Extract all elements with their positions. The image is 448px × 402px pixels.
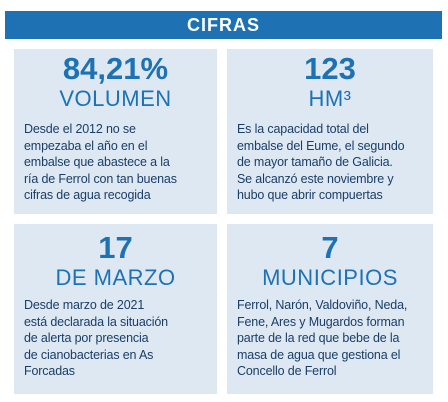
description-line: Es la capacidad total del bbox=[237, 122, 369, 136]
description-line: embalse del Eume, el segundo bbox=[237, 138, 405, 153]
description-line: empezaba el año en el bbox=[24, 138, 148, 153]
description-line: hubo que abrir compuertas bbox=[237, 188, 383, 202]
description-line: cifras de agua recogida bbox=[24, 188, 151, 202]
description-line: ría de Ferrol con tan buenas bbox=[24, 171, 177, 186]
stat-card-capacity: 123 HM³ Es la capacidad total del embals… bbox=[227, 49, 433, 214]
description-line: Desde el 2012 no se bbox=[24, 122, 136, 136]
stat-description: Es la capacidad total del embalse del Eu… bbox=[237, 121, 427, 204]
stat-card-municipalities: 7 MUNICIPIOS Ferrol, Narón, Valdoviño, N… bbox=[227, 224, 433, 394]
description-line: Se alcanzó este noviembre y bbox=[237, 171, 394, 186]
description-line: de cianobacterias en As bbox=[24, 347, 154, 362]
description-line: Concello de Ferrol bbox=[237, 364, 337, 378]
stat-description: Desde marzo de 2021 está declarada la si… bbox=[24, 297, 211, 380]
stat-card-volume: 84,21% VOLUMEN Desde el 2012 no se empez… bbox=[14, 49, 217, 214]
description-line: parte de la red que bebe de la bbox=[237, 331, 400, 345]
description-line: Ferrol, Narón, Valdoviño, Neda, bbox=[237, 298, 408, 312]
header-title: CIFRAS bbox=[187, 14, 260, 35]
description-line: de alerta por presencia bbox=[24, 331, 149, 345]
description-line: está declarada la situación bbox=[24, 314, 168, 329]
stat-description: Ferrol, Narón, Valdoviño, Neda, Fene, Ar… bbox=[237, 297, 427, 380]
stat-figure: 7 bbox=[321, 230, 339, 265]
stat-card-alert-date: 17 DE MARZO Desde marzo de 2021 está dec… bbox=[14, 224, 217, 394]
stat-label: DE MARZO bbox=[55, 265, 176, 290]
description-line: Fene, Ares y Mugardos forman bbox=[237, 314, 405, 329]
stat-figure: 17 bbox=[98, 230, 133, 265]
header-bar: CIFRAS bbox=[5, 11, 442, 39]
description-line: Desde marzo de 2021 bbox=[24, 298, 145, 312]
description-line: Forcadas bbox=[24, 364, 75, 378]
stat-description: Desde el 2012 no se empezaba el año en e… bbox=[24, 121, 211, 204]
stat-label: MUNICIPIOS bbox=[262, 265, 398, 290]
stat-label: HM³ bbox=[308, 86, 352, 111]
description-line: de mayor tamaño de Galicia. bbox=[237, 155, 393, 169]
stat-figure: 84,21% bbox=[62, 51, 169, 86]
description-line: masa de agua que gestiona el bbox=[237, 347, 401, 362]
stat-label: VOLUMEN bbox=[59, 86, 172, 111]
description-line: embalse que abastece a la bbox=[24, 155, 170, 169]
stat-figure: 123 bbox=[304, 51, 356, 86]
